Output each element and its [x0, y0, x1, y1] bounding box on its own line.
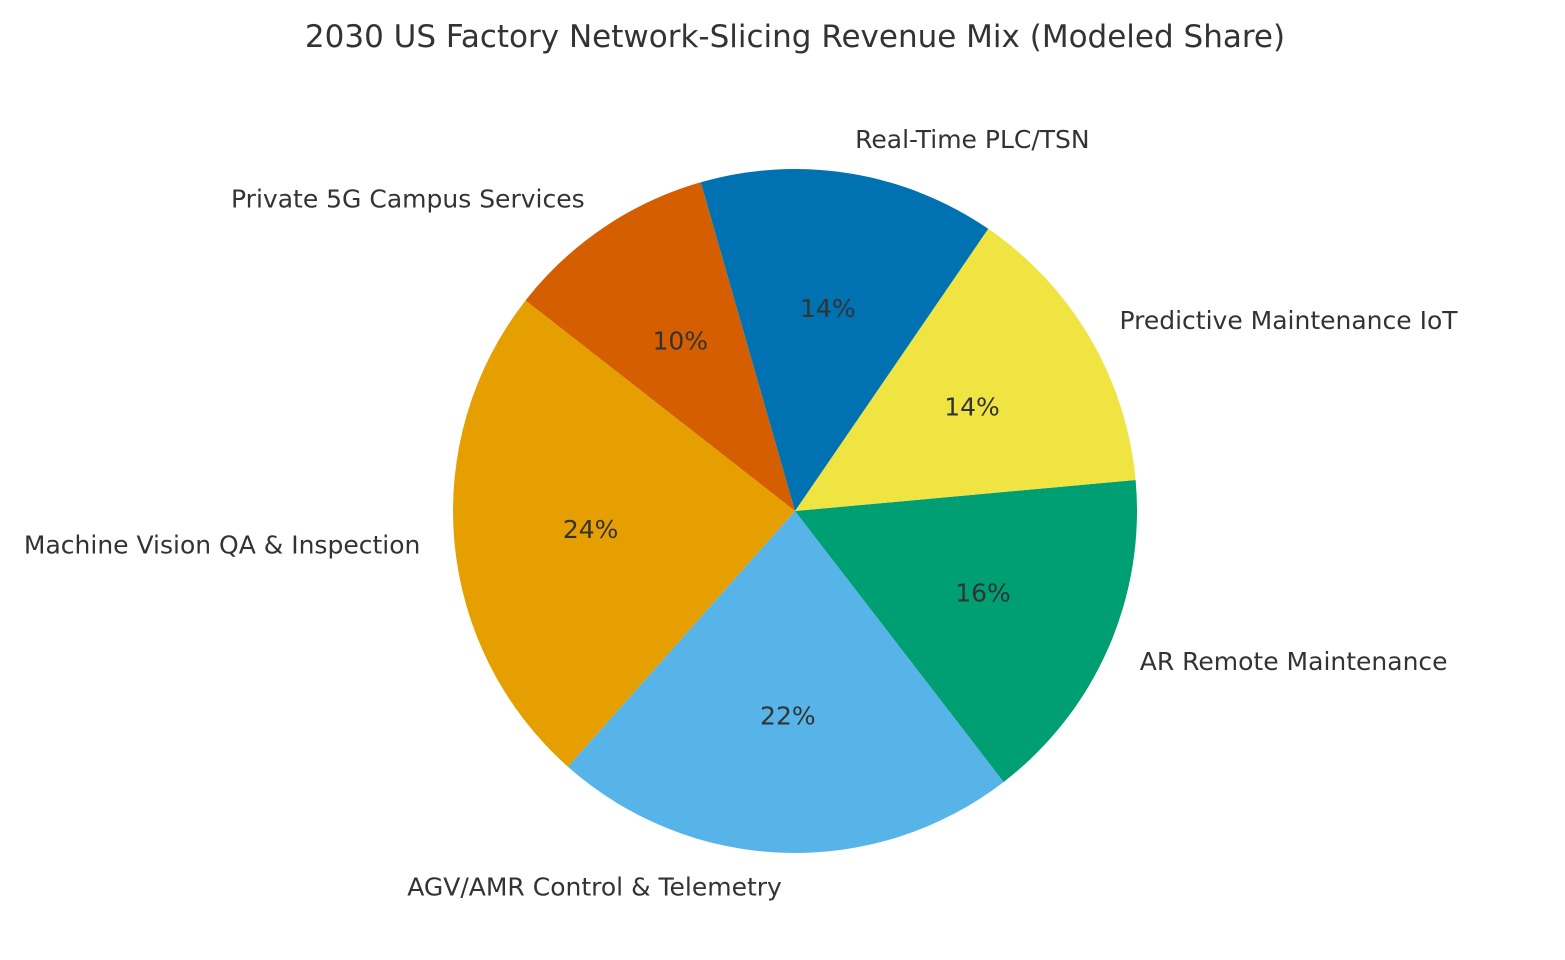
chart-title: 2030 US Factory Network-Slicing Revenue …: [305, 19, 1285, 55]
pie-category-labels: Private 5G Campus Services Machine Vision…: [24, 125, 1458, 901]
pie-percent-label-machine-vision-qa-inspection: 24%: [563, 515, 619, 544]
pie-percent-label-predictive-maintenance-iot: 14%: [944, 393, 1000, 422]
pie-category-label-ar-remote-maintenance: AR Remote Maintenance: [1140, 647, 1448, 676]
pie-percent-label-ar-remote-maintenance: 16%: [955, 579, 1011, 608]
pie-percent-labels: 10% 24% 22% 16% 14% 14%: [563, 294, 1011, 731]
pie-category-label-machine-vision-qa-inspection: Machine Vision QA & Inspection: [24, 531, 420, 560]
pie-category-label-private-5g-campus-services: Private 5G Campus Services: [231, 185, 585, 214]
pie-slice-private-5g-campus-services: [525, 182, 795, 511]
pie-slice-predictive-maintenance-iot: [795, 228, 1136, 511]
pie-category-label-predictive-maintenance-iot: Predictive Maintenance IoT: [1119, 306, 1458, 335]
pie-slice-machine-vision-qa-inspection: [452, 300, 795, 767]
pie-percent-label-real-time-plc-tsn: 14%: [800, 294, 856, 323]
pie-category-label-real-time-plc-tsn: Real-Time PLC/TSN: [855, 125, 1089, 154]
pie-category-label-agv-amr-control-telemetry: AGV/AMR Control & Telemetry: [407, 872, 782, 901]
pie-slice-ar-remote-maintenance: [795, 480, 1137, 782]
pie-slice-real-time-plc-tsn: [700, 169, 989, 511]
pie-slice-agv-amr-control-telemetry: [567, 511, 1004, 853]
pie-percent-label-agv-amr-control-telemetry: 22%: [760, 702, 816, 731]
pie-slices: [452, 169, 1137, 853]
pie-percent-label-private-5g-campus-services: 10%: [652, 326, 708, 355]
